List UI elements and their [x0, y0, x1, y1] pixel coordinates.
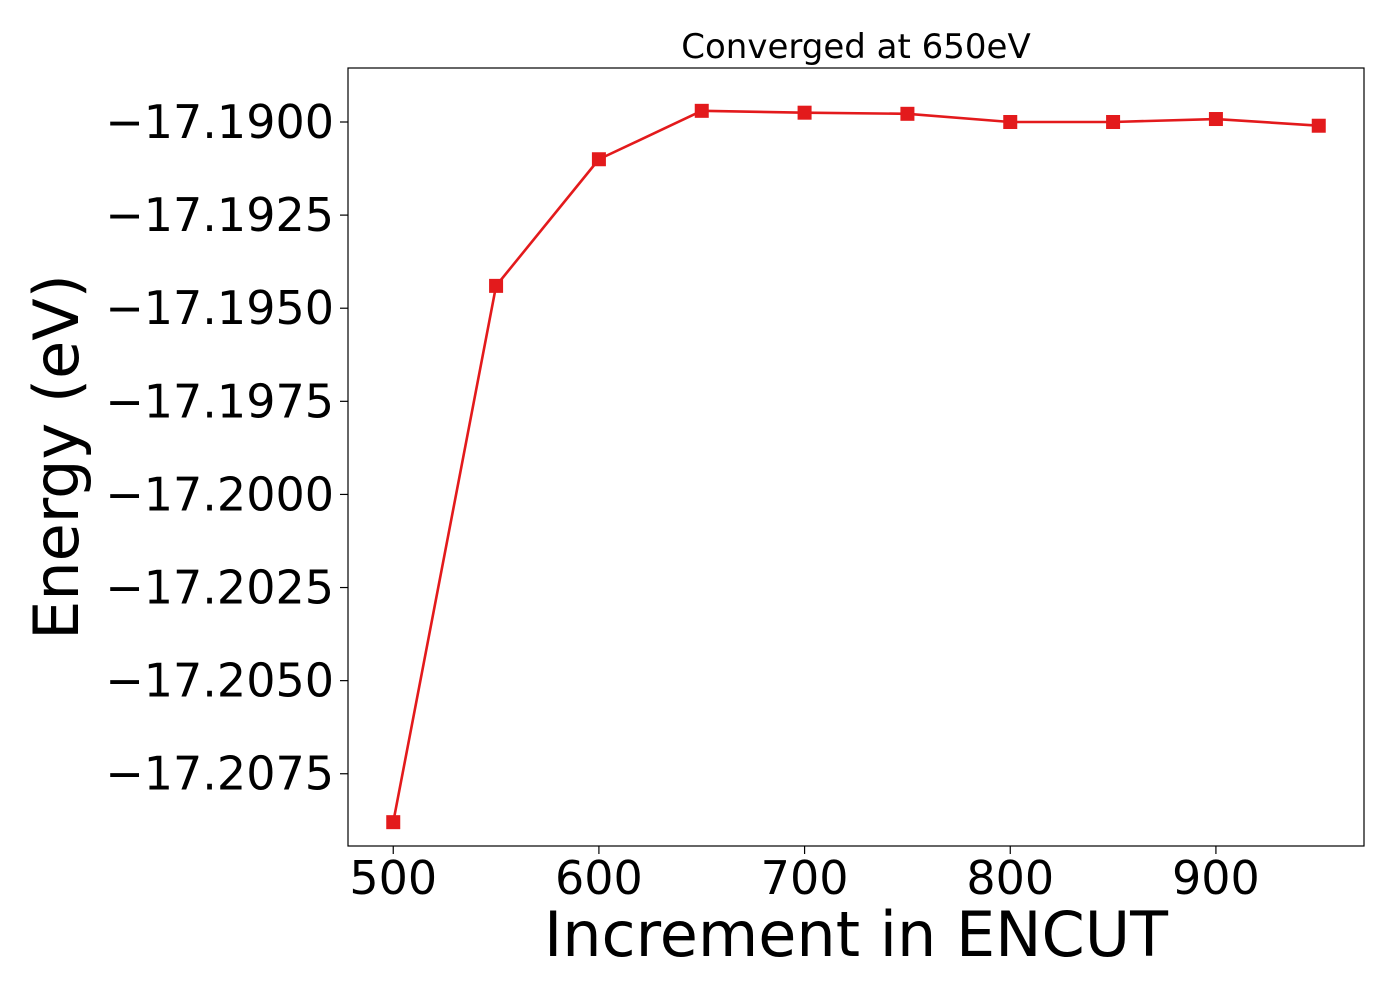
- y-tick-label: −17.2050: [105, 654, 334, 708]
- y-axis-label: Energy (eV): [20, 274, 93, 640]
- data-point-marker: [591, 152, 606, 167]
- y-tick-label: −17.2000: [105, 467, 334, 521]
- y-tick-label: −17.1900: [105, 95, 334, 149]
- chart-title: Converged at 650eV: [681, 27, 1030, 67]
- y-tick-label: −17.1950: [105, 281, 334, 335]
- data-point-marker: [1003, 115, 1018, 130]
- plot-frame: [347, 67, 1365, 847]
- data-point-marker: [1106, 115, 1121, 130]
- y-tick-label: −17.2025: [105, 561, 334, 615]
- data-point-marker: [797, 105, 812, 120]
- plot-area-background: [348, 68, 1364, 846]
- x-axis-label: Increment in ENCUT: [544, 898, 1169, 971]
- y-tick-label: −17.1975: [105, 374, 334, 428]
- ticks-layer: 500 600 700 800 900 −17.1900 −17.1925 −17.1950 −…: [105, 95, 1260, 905]
- data-point-marker: [489, 278, 504, 293]
- data-point-marker: [694, 103, 709, 118]
- x-tick-label: 900: [1172, 851, 1260, 905]
- x-tick-label: 500: [349, 851, 437, 905]
- y-tick-label: −17.2075: [105, 747, 334, 801]
- data-point-marker: [1208, 112, 1223, 127]
- y-tick-label: −17.1925: [105, 188, 334, 242]
- x-tick-label: 600: [555, 851, 643, 905]
- series-layer: [386, 103, 1326, 830]
- data-point-marker: [900, 106, 915, 121]
- x-tick-label: 700: [761, 851, 849, 905]
- x-tick-label: 800: [966, 851, 1054, 905]
- data-point-marker: [386, 815, 401, 830]
- data-point-marker: [1311, 118, 1326, 133]
- series-line: [391, 109, 1319, 823]
